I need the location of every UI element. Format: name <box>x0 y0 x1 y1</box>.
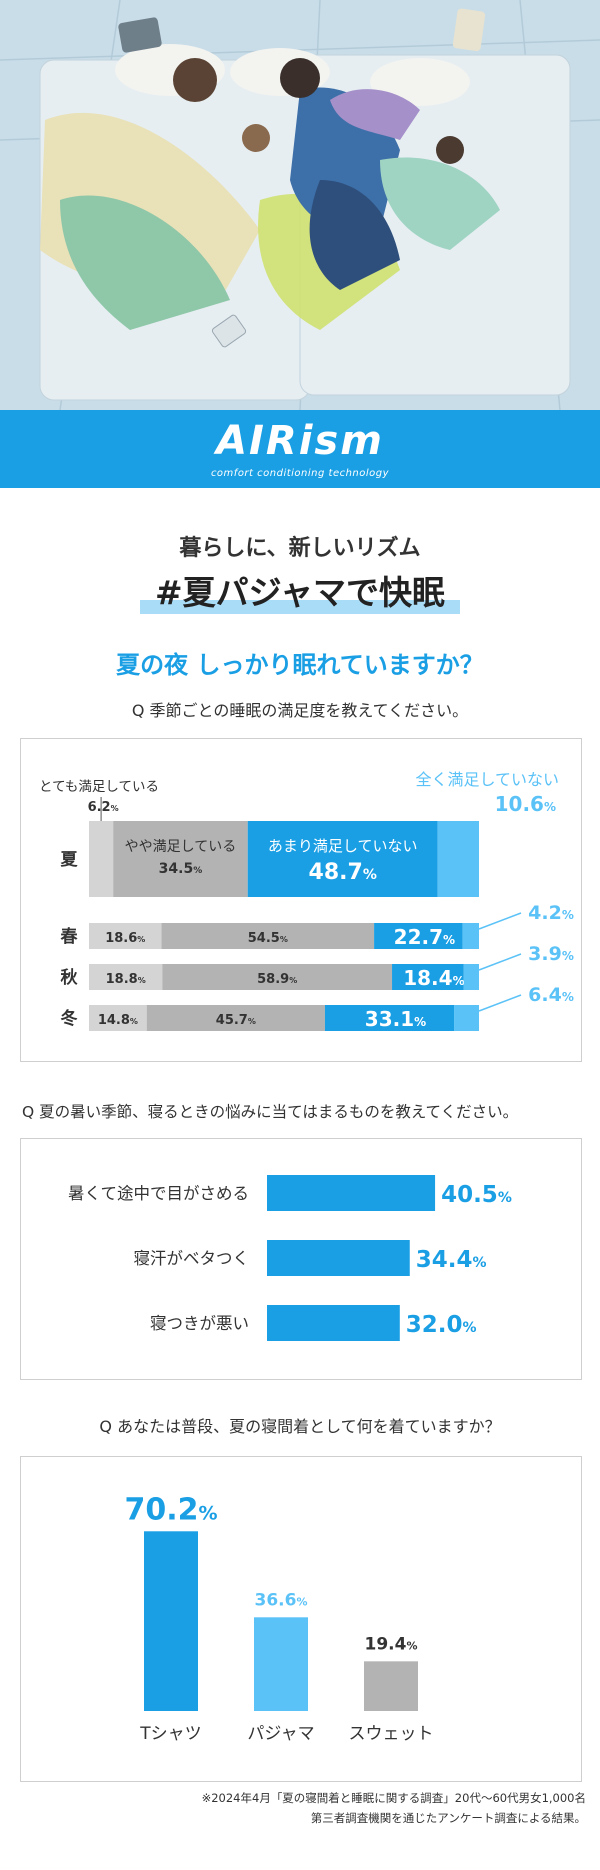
bar-segment-1-1 <box>161 923 375 949</box>
value-label-0-0: 6.2% <box>88 800 119 815</box>
wear-bar-2 <box>364 1661 418 1711</box>
bar-segment-3-0 <box>89 1005 147 1031</box>
bar-segment-1-0 <box>89 923 162 949</box>
worry-bar-1 <box>267 1240 410 1276</box>
bar-segment-0-3 <box>437 821 479 897</box>
value-label-1-2: 22.7% <box>394 925 455 949</box>
season-label-1: 春 <box>61 926 78 947</box>
value-label-3-3: 6.4% <box>528 984 574 1006</box>
headline-highlight <box>140 600 460 614</box>
question-2: Q 夏の暑い季節、寝るときの悩みに当てはまるものを教えてください。 <box>22 1103 519 1121</box>
worry-value-1: 34.4% <box>416 1247 487 1273</box>
wear-value-1: 36.6% <box>255 1590 308 1610</box>
value-label-3-0: 14.8% <box>98 1013 138 1028</box>
value-label-0-1: 34.5% <box>159 861 203 877</box>
series-label-1: やや満足している <box>125 839 237 855</box>
season-label-3: 冬 <box>61 1008 78 1029</box>
value-label-2-1: 58.9% <box>257 972 297 987</box>
leader-line-2 <box>478 953 522 971</box>
season-label-2: 秋 <box>61 967 79 988</box>
value-label-0-2: 48.7% <box>309 860 377 885</box>
leader-line-1 <box>478 912 522 930</box>
bar-segment-2-0 <box>89 964 163 990</box>
wear-value-0: 70.2% <box>124 1492 217 1527</box>
question-1: Q 季節ごとの睡眠の満足度を教えてください。 <box>131 701 469 720</box>
worry-value-2: 32.0% <box>406 1312 477 1338</box>
wear-label-2: スウェット <box>349 1724 434 1744</box>
chart-panel-1: 夏 とても満足している 6.2% やや満足している 34.5% あまり満足していない 48.… <box>20 738 582 1062</box>
value-label-0-3: 10.6% <box>495 792 556 816</box>
series-label-3: 全く満足していない <box>415 770 559 789</box>
value-label-3-1: 45.7% <box>216 1013 256 1028</box>
wear-label-0: Tシャツ <box>139 1724 201 1744</box>
value-label-2-3: 3.9% <box>528 943 574 965</box>
worry-label-0: 暑くて途中で目がさめる <box>68 1184 249 1203</box>
worry-label-1: 寝汗がベタつく <box>134 1248 250 1268</box>
sleepwear-chart: 70.2% Tシャツ 36.6% パジャマ 19.4% スウェット <box>124 1492 434 1744</box>
brand-tagline: comfort conditioning technology <box>210 468 390 479</box>
worry-label-2: 寝つきが悪い <box>150 1313 249 1333</box>
value-label-1-1: 54.5% <box>248 931 288 946</box>
family-sleeping-illustration <box>0 0 600 410</box>
bar-segment-0-2 <box>247 821 438 897</box>
headline-title: #夏パジャマで快眠 <box>154 573 445 612</box>
footnote-method: 第三者調査機関を通じたアンケート調査による結果。 <box>310 1811 586 1825</box>
value-label-2-2: 18.4% <box>403 966 464 990</box>
value-label-1-0: 18.6% <box>105 931 145 946</box>
hero-illustration <box>0 0 600 410</box>
season-label-0: 夏 <box>61 850 79 870</box>
value-label-1-3: 4.2% <box>528 902 574 924</box>
satisfaction-stacked-chart: 夏 とても満足している 6.2% やや満足している 34.5% あまり満足していない 48.… <box>39 770 574 1031</box>
value-label-2-0: 18.8% <box>106 972 146 987</box>
worry-bar-2 <box>267 1305 400 1341</box>
bar-segment-1-2 <box>374 923 463 949</box>
bar-segment-1-3 <box>462 923 479 949</box>
bar-segment-0-1 <box>113 821 248 897</box>
chart-panel-2: 暑くて途中で目がさめる 40.5% 寝汗がベタつく 34.4% 寝つきが悪い 32.0% <box>20 1138 582 1380</box>
value-label-3-2: 33.1% <box>365 1007 426 1031</box>
series-label-2: あまり満足していない <box>268 837 418 855</box>
wear-bar-0 <box>144 1531 198 1711</box>
footnote-survey: ※2024年4月「夏の寝間着と睡眠に関する調査」20代～60代男女1,000名 <box>201 1791 586 1805</box>
bar-segment-2-2 <box>392 964 464 990</box>
bar-segment-2-1 <box>162 964 393 990</box>
bar-segment-3-2 <box>324 1005 455 1031</box>
summer-worries-chart: 暑くて途中で目がさめる 40.5% 寝汗がベタつく 34.4% 寝つきが悪い 32.0% <box>68 1175 512 1341</box>
headline-subtitle: 暮らしに、新しいリズム <box>179 536 421 561</box>
series-label-0: とても満足している <box>39 779 159 795</box>
airism-logo: AIRism <box>216 418 384 464</box>
brand-banner: AIRism comfort conditioning technology <box>0 410 600 488</box>
section-title: 夏の夜 しっかり眠れていますか？ <box>116 651 484 679</box>
wear-label-1: パジャマ <box>247 1724 314 1744</box>
bar-segment-3-3 <box>454 1005 479 1031</box>
bar-segment-0-0 <box>89 821 114 897</box>
worry-bar-0 <box>267 1175 436 1211</box>
leader-line-3 <box>478 994 522 1012</box>
bar-segment-3-1 <box>146 1005 325 1031</box>
worry-value-0: 40.5% <box>441 1182 512 1208</box>
wear-value-2: 19.4% <box>365 1634 418 1654</box>
question-3: Q あなたは普段、夏の寝間着として何を着ていますか？ <box>99 1417 501 1436</box>
bar-segment-2-3 <box>463 964 479 990</box>
wear-bar-1 <box>254 1617 308 1711</box>
chart-panel-3: 70.2% Tシャツ 36.6% パジャマ 19.4% スウェット <box>20 1456 582 1782</box>
